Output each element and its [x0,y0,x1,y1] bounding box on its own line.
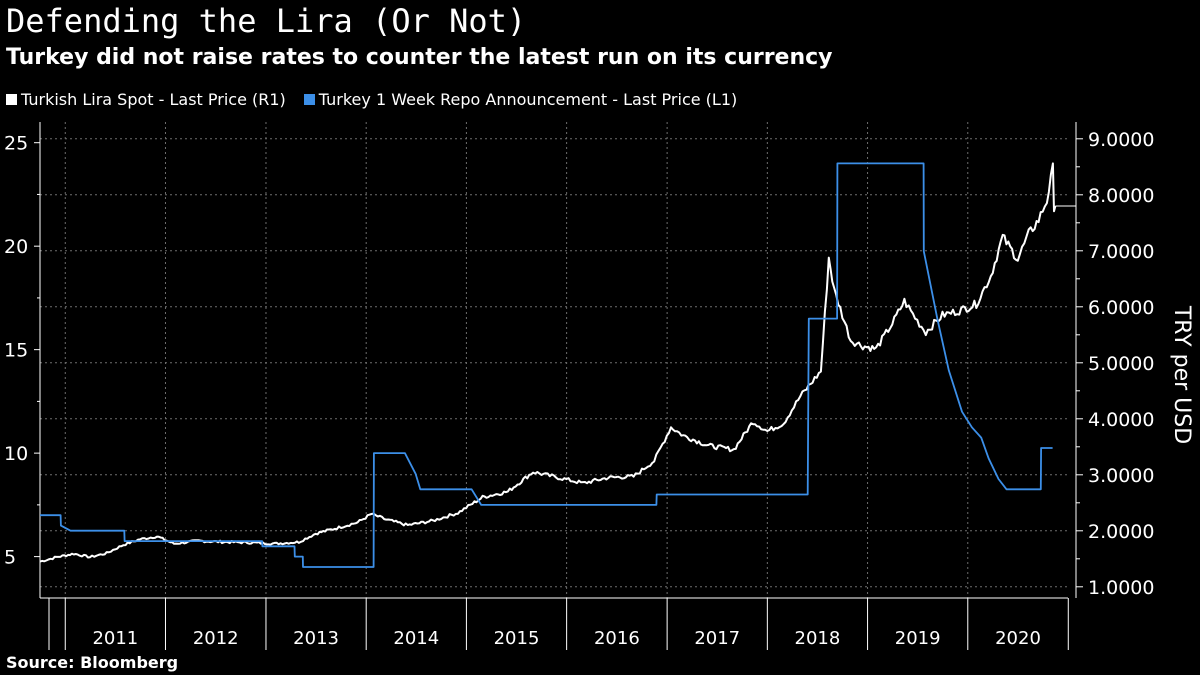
x-axis-tick-label: 2013 [293,628,339,649]
legend-item-lira: Turkish Lira Spot - Last Price (R1) [6,90,286,109]
source-note: Source: Bloomberg [6,653,179,672]
legend-label-repo: Turkey 1 Week Repo Announcement - Last P… [318,90,738,109]
right-axis-tick-label: 2.0000 [1088,521,1154,543]
left-axis-tick-label: 25 [4,133,28,155]
legend-swatch-repo [303,94,315,105]
right-axis-tick-label: 5.0000 [1088,353,1154,375]
x-axis-tick-label: 2018 [795,628,841,649]
x-axis-tick-label: 2015 [494,628,540,649]
right-axis-tick-label: 7.0000 [1088,241,1154,263]
legend: Turkish Lira Spot - Last Price (R1) Turk… [6,90,737,109]
x-axis-tick-label: 2019 [895,628,941,649]
gridlines [40,122,1068,598]
right-axis-tick-label: 3.0000 [1088,465,1154,487]
legend-item-repo: Turkey 1 Week Repo Announcement - Last P… [303,90,738,109]
right-axis-tick-label: 1.0000 [1088,577,1154,599]
series-line-1-week-repo [40,162,1053,568]
left-axis-tick-label: 15 [4,340,28,362]
left-axis-tick-label: 20 [4,236,28,258]
chart-subtitle: Turkey did not raise rates to counter th… [6,45,833,70]
series-lines [39,162,1076,568]
right-axis-tick-label: 4.0000 [1088,409,1154,431]
legend-label-lira: Turkish Lira Spot - Last Price (R1) [21,90,286,109]
axes: 1.0000 2.0000 3.0000 4.0000 5.0000 6.0000 7.00… [4,122,1154,650]
x-axis-tick-label: 2016 [594,628,640,649]
legend-swatch-lira [6,94,17,105]
x-axis-tick-label: 2020 [995,628,1041,649]
series-line-turkish-lira-spot [39,162,1057,563]
right-axis-title: TRY per USD [1169,305,1194,444]
left-axis-tick-label: 10 [4,443,28,465]
x-axis-tick-label: 2017 [694,628,740,649]
chart-title: Defending the Lira (Or Not) [6,2,527,40]
right-axis-tick-label: 6.0000 [1088,297,1154,319]
x-axis-tick-label: 2014 [393,628,439,649]
x-axis-tick-label: 2012 [193,628,239,649]
x-axis-tick-label: 2011 [92,628,138,649]
right-axis-tick-label: 9.0000 [1088,129,1154,151]
left-axis-tick-label: 5 [4,547,16,569]
right-axis-tick-label: 8.0000 [1088,185,1154,207]
